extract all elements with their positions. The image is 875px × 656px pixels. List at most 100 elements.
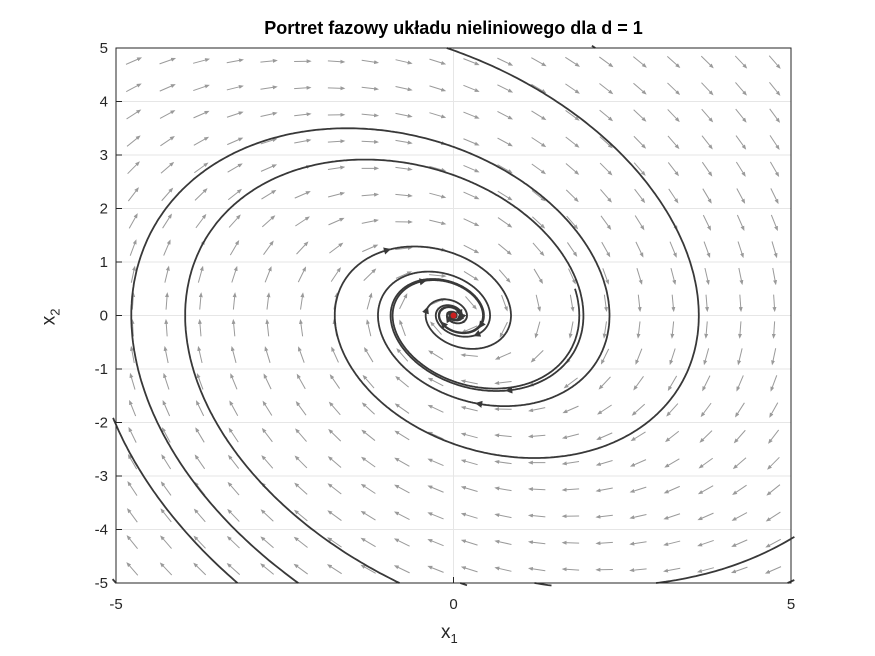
y-tick-label: 5 bbox=[100, 40, 108, 57]
field-arrow bbox=[429, 192, 447, 199]
field-arrow bbox=[193, 58, 211, 64]
field-arrow bbox=[701, 161, 713, 177]
field-arrow bbox=[669, 348, 676, 366]
field-arrow bbox=[595, 460, 613, 466]
field-arrow bbox=[630, 431, 646, 442]
field-arrow bbox=[129, 372, 136, 390]
field-arrow bbox=[494, 433, 512, 438]
field-arrow bbox=[227, 163, 243, 173]
field-arrow bbox=[429, 85, 447, 92]
field-arrow bbox=[702, 375, 711, 392]
field-arrow bbox=[494, 459, 512, 465]
field-arrow bbox=[667, 109, 680, 123]
field-arrow bbox=[197, 318, 202, 337]
field-arrow bbox=[596, 432, 613, 440]
field-arrow bbox=[295, 428, 307, 442]
field-arrow bbox=[531, 110, 547, 121]
field-arrow bbox=[261, 427, 273, 443]
field-arrow bbox=[767, 456, 780, 470]
field-arrow bbox=[161, 187, 174, 202]
field-arrow bbox=[165, 292, 169, 310]
trajectory-arrow bbox=[383, 247, 392, 255]
field-arrow bbox=[195, 213, 207, 229]
field-arrow bbox=[765, 538, 781, 548]
field-arrow bbox=[635, 241, 644, 258]
x-axis-label: x1 bbox=[441, 622, 458, 646]
field-arrow bbox=[260, 111, 278, 118]
field-arrow bbox=[629, 486, 647, 493]
field-arrow bbox=[264, 266, 272, 283]
field-arrow bbox=[193, 562, 207, 576]
axis-ticks: -5 0 5 -5 -4 -3 -2 -1 0 1 2 3 4 5 bbox=[95, 40, 796, 613]
field-arrow bbox=[127, 453, 138, 470]
field-arrow bbox=[460, 353, 478, 358]
field-arrow bbox=[735, 82, 747, 96]
field-arrow bbox=[569, 294, 575, 312]
field-arrow bbox=[161, 427, 171, 443]
field-arrow bbox=[460, 459, 478, 466]
field-arrow bbox=[232, 292, 237, 310]
field-arrow bbox=[734, 402, 745, 418]
field-arrow bbox=[633, 375, 644, 391]
field-arrow bbox=[396, 348, 409, 362]
field-arrow bbox=[159, 562, 173, 576]
field-arrow bbox=[497, 190, 513, 201]
field-arrow bbox=[161, 454, 172, 470]
field-arrow bbox=[193, 535, 206, 549]
field-arrow bbox=[527, 566, 546, 572]
field-arrow bbox=[533, 268, 543, 284]
field-arrow bbox=[194, 188, 208, 201]
field-arrow bbox=[226, 58, 244, 64]
y-tick-label: 3 bbox=[100, 147, 108, 164]
field-arrow bbox=[772, 267, 778, 286]
x-tick-label: 5 bbox=[787, 596, 795, 613]
field-arrow bbox=[126, 83, 142, 93]
y-tick-label: -5 bbox=[95, 575, 108, 592]
field-arrow bbox=[264, 346, 271, 363]
field-arrow bbox=[261, 215, 276, 228]
field-arrow bbox=[530, 350, 544, 363]
field-arrow bbox=[126, 535, 138, 550]
trajectory-line bbox=[655, 536, 795, 584]
field-arrow bbox=[465, 296, 477, 310]
field-arrow bbox=[127, 187, 139, 202]
field-arrow bbox=[128, 213, 138, 229]
field-arrow bbox=[260, 536, 274, 549]
field-arrow bbox=[629, 568, 647, 573]
field-arrow bbox=[498, 269, 511, 283]
trajectory-line bbox=[333, 47, 700, 459]
field-arrow bbox=[731, 539, 748, 547]
field-arrow bbox=[497, 217, 513, 228]
field-arrow bbox=[429, 58, 447, 65]
field-arrow bbox=[562, 405, 579, 414]
field-arrow bbox=[565, 189, 579, 203]
field-arrow bbox=[730, 566, 748, 574]
field-arrow bbox=[565, 83, 580, 94]
field-arrow bbox=[263, 373, 272, 390]
field-arrow bbox=[230, 345, 237, 364]
field-arrow bbox=[297, 266, 307, 283]
field-arrow bbox=[765, 511, 781, 522]
field-arrow bbox=[262, 400, 273, 416]
field-arrow bbox=[160, 161, 175, 174]
field-arrow bbox=[193, 508, 206, 523]
field-arrow bbox=[663, 513, 681, 520]
field-arrow bbox=[361, 429, 376, 441]
field-arrow bbox=[636, 321, 641, 339]
field-arrow bbox=[600, 215, 612, 230]
field-arrow bbox=[732, 457, 747, 470]
field-arrow bbox=[266, 292, 271, 310]
field-arrow bbox=[195, 400, 205, 417]
field-arrow bbox=[635, 348, 643, 365]
field-arrow bbox=[768, 55, 781, 69]
field-arrow bbox=[629, 513, 647, 520]
field-arrow bbox=[770, 188, 779, 205]
field-arrow bbox=[298, 318, 304, 337]
field-arrow bbox=[327, 165, 346, 170]
field-arrow bbox=[460, 405, 478, 412]
field-arrow bbox=[163, 372, 170, 390]
field-arrow bbox=[736, 375, 744, 392]
field-arrow bbox=[327, 510, 342, 521]
field-arrow bbox=[363, 268, 377, 281]
